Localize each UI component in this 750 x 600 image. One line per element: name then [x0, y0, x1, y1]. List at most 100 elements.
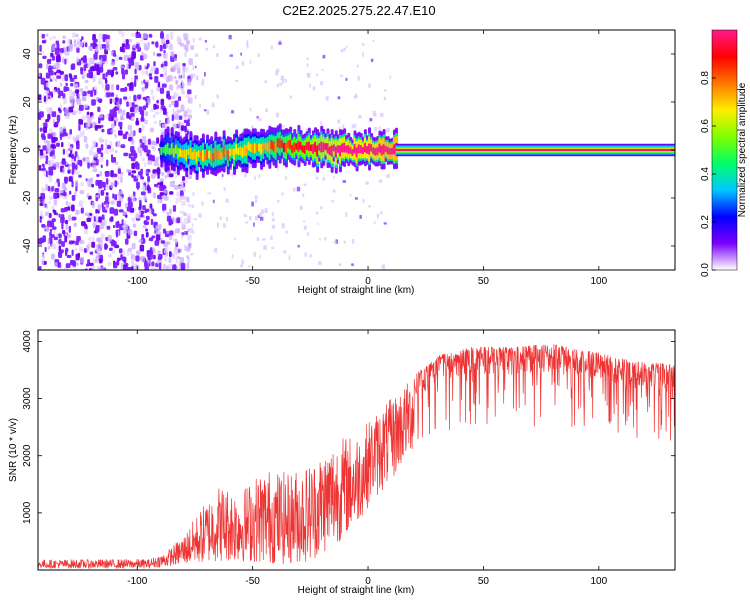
noise-cell: [119, 223, 123, 231]
noise-cell: [79, 160, 83, 167]
noise-cell: [107, 235, 112, 242]
noise-cell: [49, 160, 55, 166]
noise-cell: [171, 100, 175, 106]
noise-cell: [141, 70, 146, 75]
sparse-cell: [194, 94, 197, 100]
sparse-cell: [376, 213, 379, 219]
noise-cell: [157, 81, 161, 88]
noise-cell: [65, 52, 69, 57]
sparse-cell: [338, 126, 341, 131]
noise-cell: [73, 222, 77, 227]
noise-cell: [65, 148, 69, 155]
sparse-cell: [258, 173, 261, 178]
sparse-cell: [223, 187, 226, 191]
noise-cell: [55, 142, 61, 147]
noise-cell: [99, 60, 102, 67]
noise-cell: [77, 252, 81, 259]
sparse-cell: [190, 253, 194, 256]
noise-cell: [61, 241, 65, 247]
noise-cell: [105, 192, 109, 196]
sparse-cell: [231, 254, 234, 259]
sparse-cell: [312, 86, 316, 91]
noise-cell: [105, 72, 108, 77]
y-tick-label: 20: [22, 96, 33, 108]
noise-cell: [49, 36, 53, 41]
noise-cell: [150, 127, 154, 133]
sparse-cell: [307, 72, 311, 78]
sparse-cell: [253, 176, 256, 180]
noise-cell: [54, 188, 60, 193]
noise-cell: [151, 41, 155, 45]
noise-cell: [187, 89, 192, 95]
sparse-cell: [322, 177, 325, 181]
sparse-cell: [325, 96, 329, 101]
spectrogram-x-ticks: -100 -50 0 50 100: [127, 30, 608, 287]
noise-cell: [147, 160, 153, 165]
noise-cell: [88, 69, 92, 74]
spectrogram-y-ticks: -40 -20 0 20 40: [22, 48, 675, 253]
noise-cell: [131, 217, 135, 222]
noise-cell: [57, 181, 60, 187]
noise-cell: [142, 32, 147, 39]
noise-cell: [170, 51, 174, 57]
noise-cell: [39, 149, 44, 156]
sparse-cell: [271, 224, 276, 229]
noise-cell: [171, 216, 175, 222]
noise-cell: [68, 214, 72, 222]
noise-cell: [169, 31, 174, 38]
sparse-cell: [195, 65, 197, 69]
noise-cell: [45, 155, 49, 162]
noise-cell: [188, 109, 192, 114]
noise-cell: [42, 164, 45, 171]
y-tick-label: 0: [22, 147, 33, 153]
noise-cell: [147, 41, 151, 47]
sparse-cell: [254, 198, 258, 203]
noise-cell: [105, 44, 110, 51]
sparse-cell: [248, 163, 252, 168]
sparse-cell: [318, 261, 322, 266]
sparse-cell: [309, 254, 312, 258]
noise-cell: [62, 167, 65, 174]
noise-cell: [157, 172, 160, 179]
noise-cell: [135, 43, 140, 49]
colorbar-tick-label: 0.6: [700, 119, 711, 133]
noise-cell: [58, 251, 63, 259]
sparse-cell: [281, 78, 285, 84]
noise-cell: [78, 246, 84, 252]
noise-cell: [166, 211, 170, 217]
noise-cell: [41, 33, 45, 39]
noise-cell: [41, 50, 45, 54]
noise-cell: [45, 72, 51, 79]
sparse-cell: [251, 201, 254, 207]
sparse-cell: [194, 53, 199, 57]
noise-cell: [104, 203, 109, 211]
noise-cell: [139, 203, 142, 209]
chart-title: C2E2.2025.275.22.47.E10: [282, 3, 435, 18]
noise-cell: [84, 212, 90, 216]
spectrogram-y-axis-label: Frequency (Hz): [8, 116, 19, 185]
noise-cell: [129, 82, 134, 89]
noise-cell: [167, 116, 170, 123]
noise-cell: [128, 95, 132, 100]
noise-cell: [156, 137, 160, 144]
noise-cell: [51, 89, 56, 93]
noise-cell: [119, 125, 123, 130]
noise-cell: [60, 208, 66, 213]
noise-cell: [140, 80, 144, 85]
noise-cell: [104, 78, 108, 84]
sparse-cell: [216, 222, 219, 228]
noise-cell: [172, 264, 177, 270]
noise-cell: [145, 228, 149, 232]
noise-cell: [162, 107, 167, 115]
noise-cell: [158, 262, 162, 270]
noise-cell: [131, 174, 134, 178]
noise-cell: [92, 140, 97, 148]
noise-cell: [179, 190, 184, 197]
noise-cell: [51, 144, 56, 149]
noise-cell: [151, 65, 156, 71]
noise-cell: [48, 170, 54, 176]
noise-cell: [96, 265, 100, 270]
noise-cell: [85, 143, 89, 149]
noise-cell: [100, 152, 104, 158]
noise-cell: [101, 181, 106, 188]
